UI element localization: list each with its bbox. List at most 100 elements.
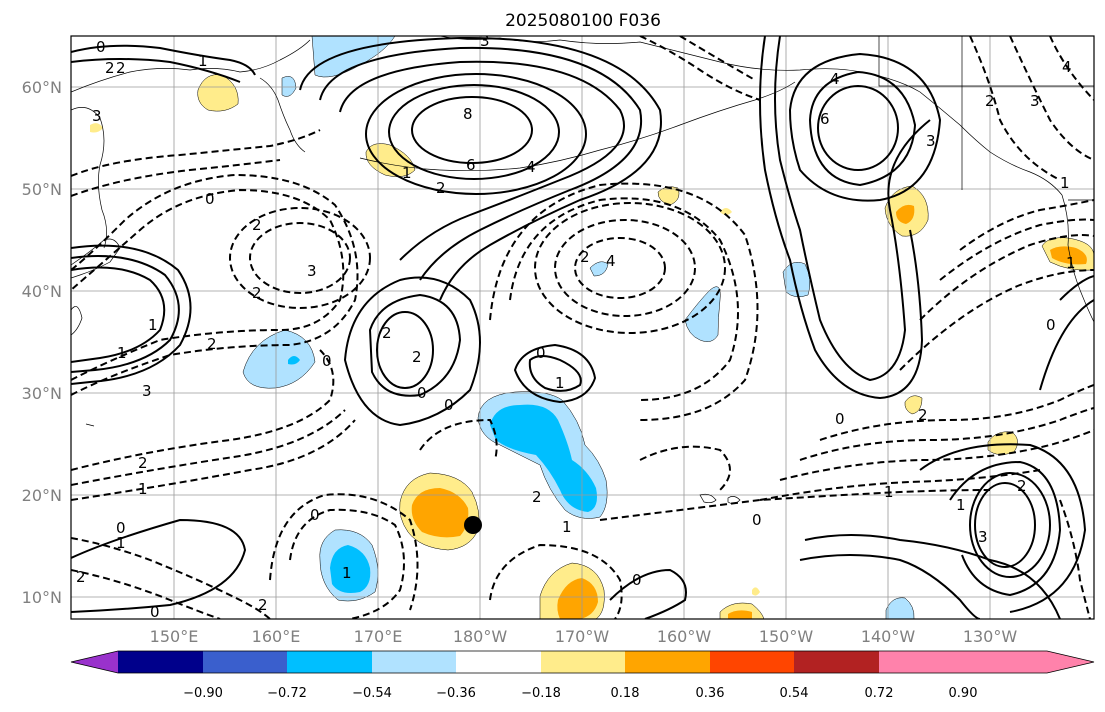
contour-label: 0 [835, 410, 845, 428]
contour-label: 6 [466, 156, 476, 174]
shade-pos-okhotsk [197, 74, 239, 112]
shade-pos-tiny-c [720, 208, 732, 215]
shade-neg-se [885, 597, 915, 619]
lon-label: 170°W [555, 627, 610, 646]
colorbar-bin [287, 651, 372, 673]
map-area: 8 6 4 2 1 2 0 3 2 2 3 2 3 2 2 0 0 0 1 2 … [71, 32, 1094, 621]
lon-label: 150°E [150, 627, 199, 646]
contour-label: 3 [480, 32, 490, 50]
lat-label: 40°N [22, 282, 62, 301]
colorbar-tick-label: −0.90 [183, 686, 223, 701]
colorbar-tick-label: −0.36 [436, 686, 476, 701]
storm-center-marker [464, 516, 482, 534]
colorbar-tick-label: −0.72 [267, 686, 307, 701]
contour-label: 3 [1030, 92, 1040, 110]
colorbar-bin [203, 651, 287, 673]
contour-label: 2 [412, 348, 422, 366]
lon-label: 170°E [354, 627, 403, 646]
contour-label: 0 [322, 352, 332, 370]
contour-label: 2 [207, 335, 217, 353]
coastlines [71, 36, 1094, 504]
shade-pos-tiny-w [90, 123, 103, 133]
contour-label: 4 [526, 158, 536, 176]
contour-label: 1 [562, 518, 572, 536]
colorbar-bin [372, 651, 456, 673]
contour-label: 2 [580, 248, 590, 266]
colorbar-tick-label: 0.36 [696, 686, 725, 701]
contour-label: 2 [116, 59, 126, 77]
shade-pos-nw-us-deep [1050, 246, 1087, 265]
colorbar-bin [541, 651, 625, 673]
colorbar-extend-right [879, 651, 1094, 673]
lon-label: 180°W [453, 627, 508, 646]
colorbar-bin [710, 651, 794, 673]
shade-neg-kamchatka [281, 76, 297, 97]
shade-pos-central-deep [411, 488, 469, 538]
contour-label: 2 [252, 216, 262, 234]
contour-label: 1 [116, 534, 126, 552]
lat-label: 60°N [22, 78, 62, 97]
shade-pos-south-2-deep [728, 610, 752, 619]
contour-label: 3 [926, 132, 936, 150]
colorbar-bin [456, 651, 541, 673]
shade-pos-small-e1 [904, 395, 923, 415]
lon-label: 150°W [759, 627, 814, 646]
contour-label: 2 [382, 324, 392, 342]
contour-label: 1 [198, 52, 208, 70]
shade-neg-sw-deep [330, 545, 371, 593]
contour-label: 2 [918, 406, 928, 424]
lon-label: 160°E [252, 627, 301, 646]
contour-label: 0 [150, 603, 160, 621]
contour-label: 0 [632, 571, 642, 589]
colorbar-bin [794, 651, 879, 673]
colorbar-ticks: −0.90 −0.72 −0.54 −0.36 −0.18 0.18 0.36 … [183, 686, 977, 701]
contour-label: 8 [463, 105, 473, 123]
contour-label: 1 [402, 164, 412, 182]
contour-label: 1 [1066, 254, 1076, 272]
shade-pos-tiny-s [752, 587, 760, 596]
contour-label: 2 [138, 454, 148, 472]
contour-label: 3 [307, 262, 317, 280]
contour-label: 0 [1046, 316, 1056, 334]
colorbar-tick-label: 0.18 [611, 686, 640, 701]
colorbar-tick-label: −0.18 [521, 686, 561, 701]
shade-neg-central-deep [490, 404, 597, 512]
contour-label: 3 [142, 382, 152, 400]
contour-label: 1 [555, 374, 565, 392]
contour-label: 1 [138, 480, 148, 498]
lat-label: 50°N [22, 180, 62, 199]
colorbar-tick-label: −0.54 [352, 686, 392, 701]
contour-label: 1 [148, 316, 158, 334]
lon-label: 130°W [963, 627, 1018, 646]
contour-label: 0 [444, 396, 454, 414]
contour-label: 0 [536, 344, 546, 362]
shade-pos-small-e2 [987, 431, 1018, 455]
shade-neg-small-3 [782, 262, 811, 298]
colorbar-tick-label: 0.72 [865, 686, 894, 701]
shade-pos-south-deep [557, 578, 598, 619]
contour-label: 2 [532, 488, 542, 506]
colorbar-bin [625, 651, 710, 673]
latitude-labels: 60°N 50°N 40°N 30°N 20°N 10°N [22, 78, 62, 607]
lon-label: 160°W [657, 627, 712, 646]
lat-label: 20°N [22, 486, 62, 505]
contour-label: 4 [606, 252, 616, 270]
contour-label: 1 [117, 344, 127, 362]
shade-pos-gulf-deep [896, 204, 915, 224]
colorbar-tick-label: 0.90 [949, 686, 978, 701]
contour-label: 0 [310, 506, 320, 524]
colorbar-bin [118, 651, 203, 673]
contour-label: 2 [252, 284, 262, 302]
longitude-labels: 150°E 160°E 170°E 180°W 170°W 160°W 150°… [150, 627, 1018, 646]
contour-label: 0 [205, 190, 215, 208]
contour-label: 1 [342, 564, 352, 582]
colorbar: −0.90 −0.72 −0.54 −0.36 −0.18 0.18 0.36 … [70, 650, 1095, 701]
contour-label: 0 [96, 38, 106, 56]
map-frame [70, 35, 1095, 620]
lat-label: 10°N [22, 588, 62, 607]
contour-label: 1 [1060, 174, 1070, 192]
lat-label: 30°N [22, 384, 62, 403]
colorbar-outline [70, 650, 1095, 674]
contour-label: 3 [92, 107, 102, 125]
